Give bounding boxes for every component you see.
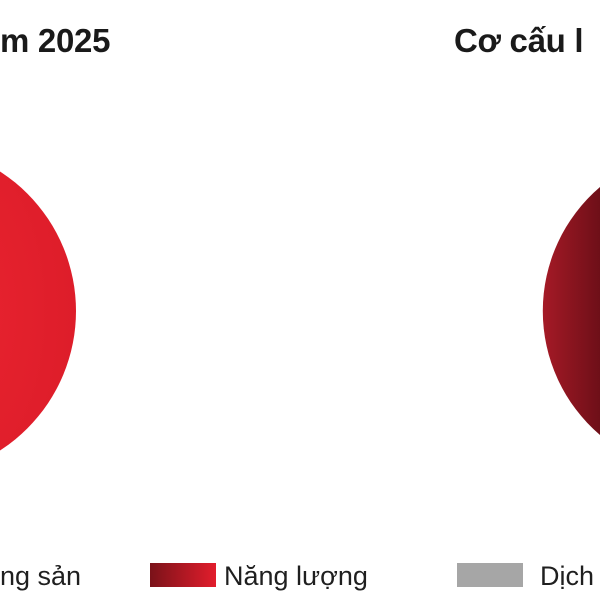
legend-label-nang-luong: Năng lượng bbox=[224, 561, 368, 591]
legend-swatch-nang-luong bbox=[150, 563, 216, 587]
left-chart-title: m 2025 bbox=[0, 22, 111, 59]
right-chart-title: Cơ cấu l bbox=[454, 22, 584, 59]
legend-label-nong-san: ng sản bbox=[0, 561, 82, 591]
legend-swatch-dich-vu bbox=[457, 563, 523, 587]
pie-slice-left-nang-luong bbox=[0, 171, 76, 451]
legend-label-dich-vu: Dịch bbox=[540, 561, 595, 591]
pie-slice-right-nang-luong bbox=[542, 187, 600, 435]
